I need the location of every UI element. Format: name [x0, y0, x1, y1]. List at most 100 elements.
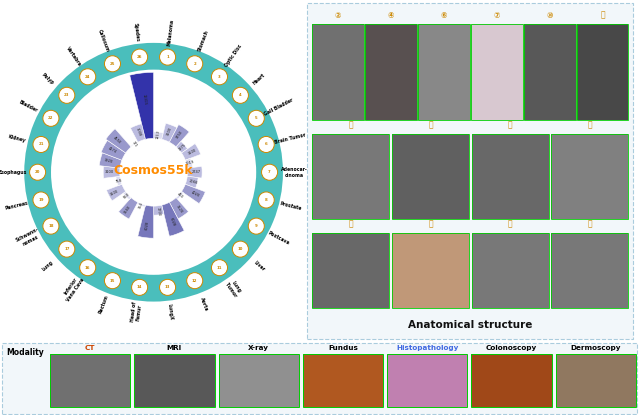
Text: 3008: 3008 [134, 127, 141, 137]
Bar [312, 24, 364, 120]
Text: 4: 4 [239, 93, 242, 98]
Bar [552, 134, 628, 219]
Text: Polyp: Polyp [41, 72, 55, 85]
Text: 21: 21 [38, 142, 44, 146]
Text: 3560: 3560 [124, 205, 132, 215]
Wedge shape [131, 142, 138, 147]
Bar [472, 233, 548, 308]
Circle shape [29, 164, 45, 180]
Text: 6028: 6028 [169, 217, 176, 227]
Text: Stomach: Stomach [197, 29, 210, 52]
Text: 3100: 3100 [166, 126, 173, 136]
Text: 12415: 12415 [142, 93, 147, 105]
Bar [556, 354, 636, 407]
Circle shape [262, 164, 278, 180]
Bar [419, 24, 470, 120]
Bar [312, 134, 389, 219]
Text: Optic Disc: Optic Disc [224, 44, 243, 68]
Wedge shape [101, 140, 125, 160]
Text: 24: 24 [85, 75, 90, 79]
Bar [134, 354, 214, 407]
Text: 2747: 2747 [192, 170, 201, 174]
Text: Aorta: Aorta [198, 296, 209, 312]
Circle shape [258, 137, 274, 152]
Text: 9: 9 [255, 224, 258, 228]
Text: Kidney: Kidney [8, 134, 26, 143]
Text: Fundus: Fundus [328, 345, 358, 352]
Bar [472, 134, 548, 219]
FancyBboxPatch shape [307, 3, 634, 339]
Text: 3100: 3100 [105, 170, 115, 174]
Circle shape [187, 56, 203, 72]
Wedge shape [154, 132, 163, 139]
Text: 23: 23 [64, 93, 70, 98]
Wedge shape [103, 166, 120, 178]
Text: 2066: 2066 [188, 179, 198, 185]
Text: ⑳: ⑳ [588, 120, 592, 129]
Circle shape [33, 192, 49, 208]
Wedge shape [24, 43, 283, 302]
Bar [219, 354, 299, 407]
Text: 3100: 3100 [188, 148, 197, 156]
Bar [303, 354, 383, 407]
Wedge shape [176, 142, 188, 153]
Bar [50, 354, 131, 407]
Bar [50, 354, 131, 407]
Circle shape [232, 241, 248, 257]
FancyBboxPatch shape [2, 343, 637, 414]
Circle shape [43, 110, 59, 126]
Text: Adenocar-
cinoma: Adenocar- cinoma [281, 167, 308, 178]
Bar [392, 134, 469, 219]
Text: 15: 15 [110, 278, 115, 283]
Bar [312, 233, 389, 308]
Text: 4020: 4020 [190, 190, 200, 198]
Circle shape [187, 273, 203, 289]
Text: 14: 14 [137, 286, 142, 289]
Circle shape [132, 279, 148, 295]
Text: Lung
Tumor: Lung Tumor [225, 278, 243, 298]
Text: ㉖: ㉖ [508, 220, 513, 229]
Wedge shape [106, 129, 131, 153]
Text: Brain Tumor: Brain Tumor [275, 132, 307, 145]
Text: 3100: 3100 [110, 189, 120, 196]
Bar [577, 24, 628, 120]
Text: 1019: 1019 [185, 160, 195, 166]
Text: Colonoscopy: Colonoscopy [486, 345, 537, 352]
Text: ⑰: ⑰ [349, 120, 353, 129]
Wedge shape [176, 191, 183, 199]
Text: 171: 171 [131, 140, 138, 148]
Bar [365, 24, 417, 120]
Text: 26: 26 [137, 55, 142, 59]
Text: Melanoma: Melanoma [166, 19, 175, 46]
Bar [392, 233, 469, 308]
Text: Spades: Spades [133, 22, 140, 42]
Text: Gall Bladder: Gall Bladder [263, 97, 294, 117]
Bar [472, 354, 552, 407]
Text: Modality: Modality [6, 349, 44, 357]
Circle shape [211, 260, 227, 276]
Wedge shape [182, 184, 205, 204]
Text: 6: 6 [265, 142, 268, 146]
Wedge shape [186, 176, 198, 188]
Bar [303, 354, 383, 407]
Wedge shape [170, 198, 189, 219]
Text: 6028: 6028 [145, 220, 150, 230]
Circle shape [159, 49, 175, 65]
Text: X-ray: X-ray [248, 345, 269, 352]
Text: Anatomical structure: Anatomical structure [408, 320, 532, 330]
Wedge shape [170, 124, 189, 147]
Bar [524, 24, 575, 120]
Bar [392, 134, 469, 219]
Bar [471, 24, 522, 120]
Text: 20: 20 [35, 170, 40, 174]
Text: 7: 7 [268, 170, 271, 174]
Wedge shape [106, 184, 125, 201]
Bar [134, 354, 214, 407]
Text: 1213: 1213 [156, 130, 161, 139]
Text: ㉕: ㉕ [428, 220, 433, 229]
Bar [312, 24, 364, 120]
Text: 3: 3 [218, 75, 221, 79]
Bar [552, 233, 628, 308]
Text: 25: 25 [110, 62, 115, 66]
Bar [471, 24, 522, 120]
